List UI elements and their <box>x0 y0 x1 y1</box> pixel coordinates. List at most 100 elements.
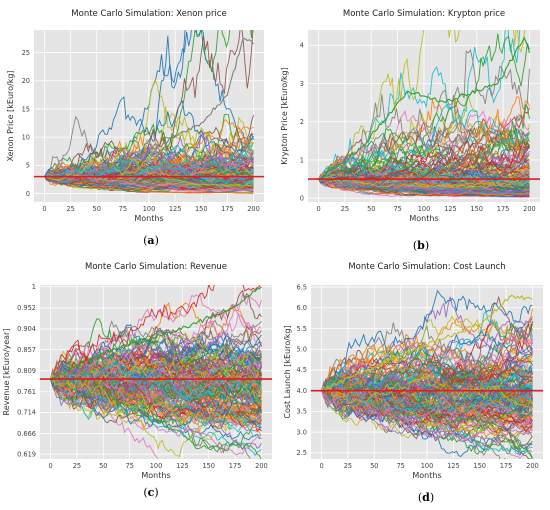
simulation-path <box>50 361 262 402</box>
y-axis-label: Cost Launch [kEuro/kg] <box>283 325 292 418</box>
y-tick-label: 0 <box>26 190 30 198</box>
y-tick-label: 0.904 <box>17 325 36 333</box>
panel-c: 0 25 50 75 100 125 150 175 200 0.619 0.666 0.714 0.7… <box>2 262 272 499</box>
simulation-path <box>50 346 262 391</box>
simulation-path <box>318 103 530 182</box>
x-tick-label: 25 <box>344 462 352 470</box>
simulation-path <box>318 129 530 187</box>
x-tick-label: 200 <box>523 205 536 213</box>
y-tick-label: 5 <box>26 162 30 170</box>
simulation-path <box>44 174 254 190</box>
x-tick-label: 50 <box>99 462 107 470</box>
x-tick-label: 175 <box>500 462 513 470</box>
x-tick-label: 200 <box>526 462 539 470</box>
simulation-path <box>318 30 521 180</box>
simulation-path <box>321 375 533 415</box>
simulation-path <box>321 376 533 408</box>
panel-caption: (b) <box>413 239 429 252</box>
y-tick-label: 25 <box>22 49 30 57</box>
x-tick-label: 25 <box>66 205 74 213</box>
simulation-path <box>321 378 533 415</box>
simulation-path <box>44 148 254 188</box>
x-tick-label: 50 <box>367 205 375 213</box>
simulation-path <box>50 378 262 459</box>
x-tick-label: 175 <box>221 205 234 213</box>
y-tick-label: 3.0 <box>297 428 308 436</box>
x-tick-label: 75 <box>119 205 127 213</box>
y-tick-label: 2.5 <box>297 449 308 457</box>
simulation-path <box>44 30 186 177</box>
x-tick-label: 100 <box>421 462 434 470</box>
simulation-path <box>50 372 262 424</box>
peak-path <box>50 286 262 380</box>
simulation-path <box>44 158 254 178</box>
x-tick-label: 0 <box>42 205 46 213</box>
y-tick-label: 6.0 <box>297 304 308 312</box>
x-tick-label: 0 <box>316 205 320 213</box>
x-tick-label: 100 <box>143 205 156 213</box>
simulation-path <box>321 390 533 426</box>
y-tick-label: 20 <box>22 77 30 85</box>
panel-d: 0 25 50 75 100 125 150 175 200 2.5 3.0 3.5 4.0 4.5 5.0… <box>283 262 543 504</box>
y-tick-label: 10 <box>22 133 30 141</box>
x-tick-label: 200 <box>247 205 260 213</box>
panel-b: 0 25 50 75 100 125 150 175 200 0 1 2 3 4 Monte Carlo S… <box>280 9 540 252</box>
series-paths <box>50 285 262 459</box>
simulation-path <box>318 123 530 180</box>
y-axis-label: Krypton Price [kEuro/kg] <box>280 67 289 164</box>
simulation-path <box>318 161 530 184</box>
simulation-path <box>44 173 254 187</box>
y-tick-label: 3.5 <box>297 408 308 416</box>
simulation-path <box>318 170 530 195</box>
simulation-path <box>318 49 530 180</box>
peak-path <box>44 37 254 180</box>
simulation-path <box>44 30 254 183</box>
x-tick-label: 75 <box>393 205 401 213</box>
simulation-path <box>321 289 533 398</box>
series-paths <box>321 289 533 459</box>
x-axis-label: Months <box>412 471 441 480</box>
panel-caption: (c) <box>143 486 158 499</box>
simulation-path <box>321 317 533 396</box>
panel-a: 0 25 50 75 100 125 150 175 200 0 5 10 15 20 25 Monte Ca… <box>6 9 264 247</box>
y-tick-label: 2 <box>300 118 304 126</box>
y-tick-label: 0.809 <box>17 367 36 375</box>
panel-caption: (d) <box>418 491 434 504</box>
x-tick-label: 125 <box>169 205 182 213</box>
simulation-path <box>50 374 262 429</box>
y-tick-label: 0.619 <box>17 450 36 458</box>
x-tick-label: 150 <box>195 205 208 213</box>
y-tick-label: 0.666 <box>17 430 36 438</box>
simulation-path <box>318 178 530 196</box>
y-tick-label: 4.0 <box>297 387 308 395</box>
x-tick-label: 150 <box>470 205 483 213</box>
y-tick-label: 5.0 <box>297 346 308 354</box>
y-tick-label: 1 <box>300 156 304 164</box>
y-tick-label: 0.761 <box>17 388 36 396</box>
y-tick-label: 0.857 <box>17 346 36 354</box>
panel-caption: (a) <box>143 234 159 247</box>
y-axis-label: Revenue [kEuro/year] <box>2 329 11 416</box>
y-tick-label: 1 <box>32 283 36 291</box>
simulation-path <box>321 359 533 393</box>
x-tick-label: 150 <box>473 462 486 470</box>
x-axis-label: Months <box>134 214 163 223</box>
series-paths <box>318 30 531 198</box>
simulation-path <box>50 294 262 380</box>
peak-path <box>321 294 533 392</box>
x-tick-label: 50 <box>93 205 101 213</box>
x-tick-label: 50 <box>370 462 378 470</box>
y-axis-label: Xenon Price [kEuro/kg] <box>6 70 15 161</box>
x-tick-label: 75 <box>125 462 133 470</box>
simulation-path <box>50 325 262 387</box>
simulation-path <box>50 351 262 382</box>
x-tick-label: 25 <box>73 462 81 470</box>
simulation-path <box>321 326 533 403</box>
y-tick-label: 0.952 <box>17 304 36 312</box>
simulation-path <box>318 175 530 189</box>
simulation-path <box>321 371 533 416</box>
simulation-path <box>50 374 262 438</box>
simulation-path <box>50 353 262 398</box>
simulation-path <box>321 369 533 411</box>
